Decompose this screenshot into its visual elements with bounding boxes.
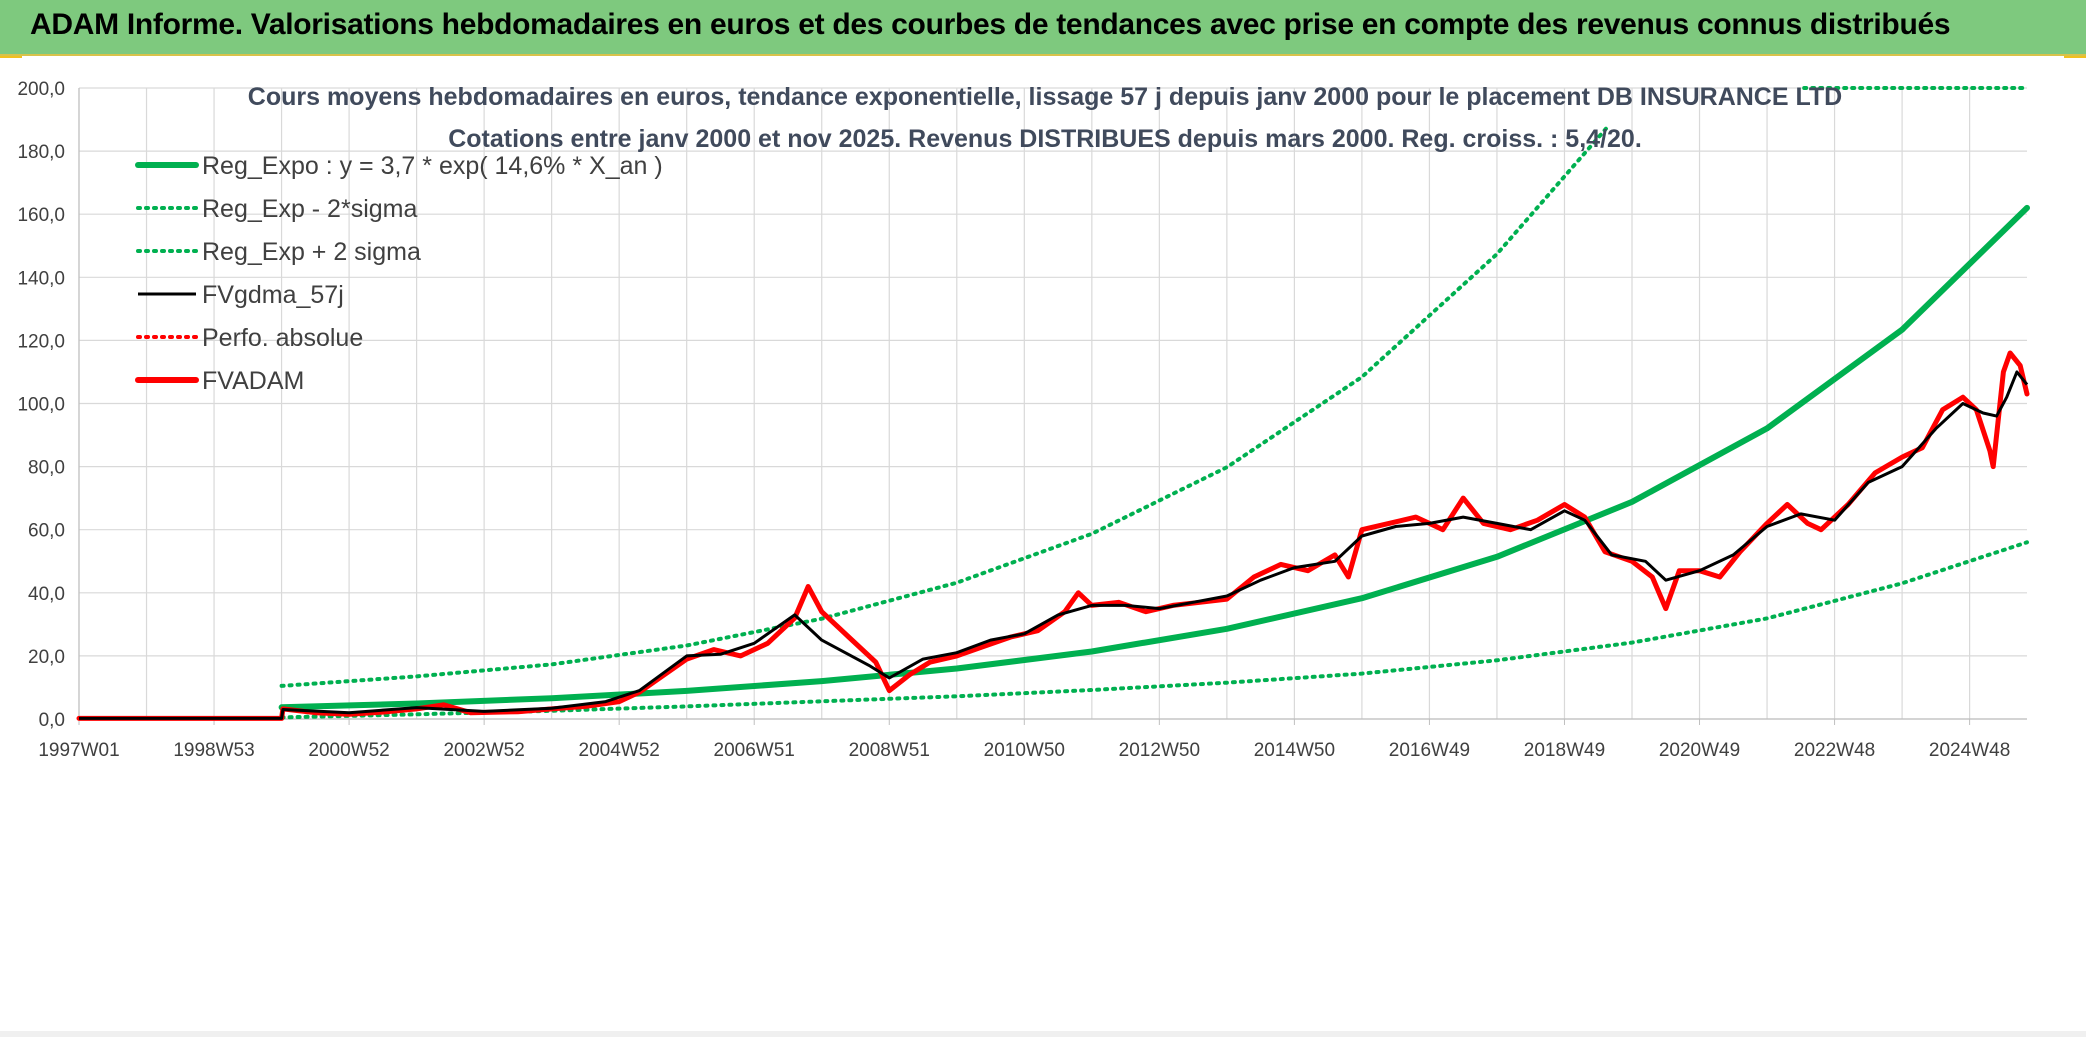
series-line-0: [278, 204, 2030, 711]
x-tick-label: 2022W48: [1794, 740, 1875, 761]
series-lines: [76, 86, 2030, 721]
legend-label-5: FVADAM: [202, 367, 304, 395]
chart-area: 0,0 20,0 40,0 60,0 80,0 100,0 120,0 140,0 160,0 1…: [0, 58, 2086, 1037]
y-tick-label: 0,0: [39, 710, 65, 731]
x-tick-label: 2014W50: [1254, 740, 1335, 761]
y-tick-label: 120,0: [17, 331, 65, 352]
header-bar: ADAM Informe. Valorisations hebdomadaire…: [0, 0, 2086, 56]
y-tick-label: 160,0: [17, 205, 65, 226]
x-tick-label: 2004W52: [579, 740, 660, 761]
x-tick-label: 2016W49: [1389, 740, 1470, 761]
y-tick-label: 180,0: [17, 142, 65, 163]
chart-subtitle: Cotations entre janv 2000 et nov 2025. R…: [448, 125, 1642, 153]
x-tick-label: 2002W52: [443, 740, 524, 761]
legend-label-3: FVgdma_57j: [202, 281, 344, 309]
y-tick-label: 140,0: [17, 268, 65, 289]
x-tick-label: 2024W48: [1929, 740, 2010, 761]
bottom-edge: [0, 1031, 2086, 1037]
series-line-2: [279, 123, 1611, 688]
y-tick-label: 100,0: [17, 395, 65, 416]
series-line-3: [79, 370, 2029, 720]
y-tick-label: 200,0: [17, 79, 65, 100]
x-tick-label: 2000W52: [308, 740, 389, 761]
x-tick-label: 2006W51: [714, 740, 795, 761]
x-tick-label: 1997W01: [38, 740, 119, 761]
page-title: ADAM Informe. Valorisations hebdomadaire…: [30, 8, 1951, 41]
legend-label-0: Reg_Expo : y = 3,7 * exp( 14,6% * X_an ): [202, 152, 663, 180]
y-tick-label: 40,0: [28, 584, 65, 605]
chart-title: Cours moyens hebdomadaires en euros, ten…: [248, 83, 1842, 111]
y-tick-label: 80,0: [28, 458, 65, 479]
legend-label-2: Reg_Exp + 2 sigma: [202, 238, 421, 266]
legend: Reg_Expo : y = 3,7 * exp( 14,6% * X_an )…: [135, 152, 663, 395]
x-tick-label: 2010W50: [984, 740, 1065, 761]
x-tick-label: 2020W49: [1659, 740, 1740, 761]
series-line-1: [279, 540, 2029, 720]
legend-label-1: Reg_Exp - 2*sigma: [202, 195, 417, 223]
axes: 0,0 20,0 40,0 60,0 80,0 100,0 120,0 140,0 160,0 1…: [17, 79, 2027, 761]
line-chart: 0,0 20,0 40,0 60,0 80,0 100,0 120,0 140,0 160,0 1…: [17, 79, 2030, 761]
series-line-5: [76, 350, 2030, 721]
x-tick-label: 2008W51: [849, 740, 930, 761]
x-tick-label: 2012W50: [1119, 740, 1200, 761]
x-tick-label: 2018W49: [1524, 740, 1605, 761]
x-tick-label: 1998W53: [173, 740, 254, 761]
legend-label-4: Perfo. absolue: [202, 324, 363, 352]
y-tick-label: 60,0: [28, 521, 65, 542]
y-tick-label: 20,0: [28, 647, 65, 668]
